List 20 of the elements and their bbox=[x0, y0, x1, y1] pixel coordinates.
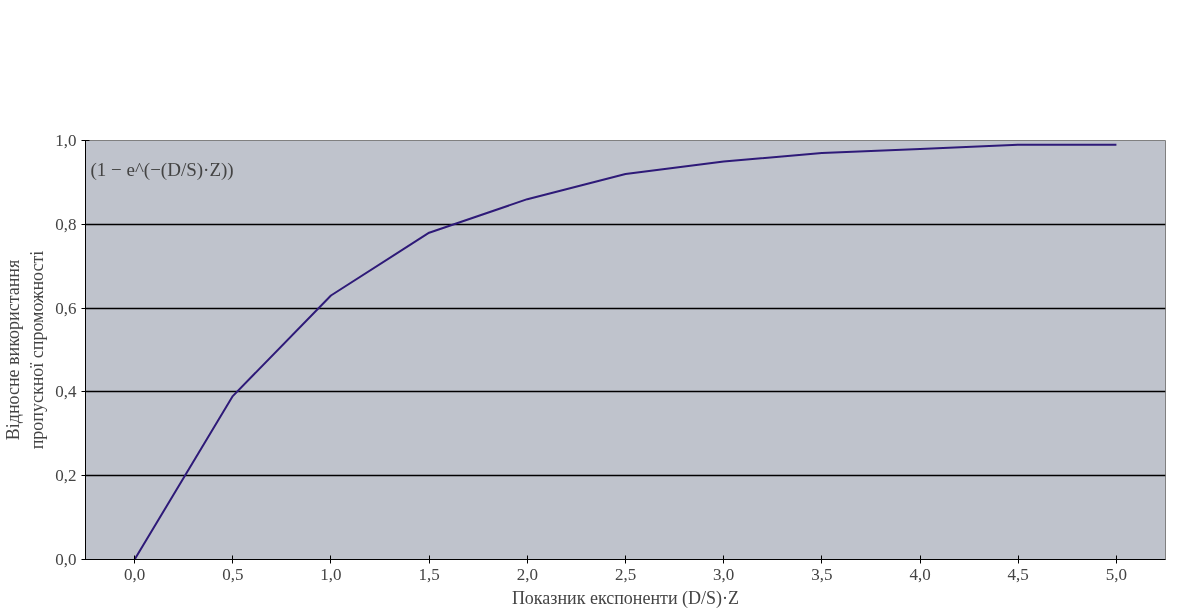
annotation: (1 − e^(−(D/S)·Z)) bbox=[90, 159, 234, 182]
y-tick-label: 0,0 bbox=[55, 550, 77, 569]
x-tick-label: 4,0 bbox=[909, 564, 931, 584]
x-tick-label: 3,0 bbox=[713, 564, 735, 584]
x-tick-label: 2,0 bbox=[516, 564, 538, 584]
x-tick-label: 1,0 bbox=[320, 564, 342, 584]
y-tick-label: 0,2 bbox=[55, 466, 77, 486]
x-tick-label: 5,0 bbox=[1105, 564, 1128, 584]
y-tick-label: 0,4 bbox=[55, 382, 77, 402]
y-tick-label: 1,0 bbox=[55, 131, 77, 150]
y-axis-title: Відносне використання пропускної спроможності bbox=[3, 250, 48, 450]
x-tick-label: 0,5 bbox=[222, 564, 244, 584]
x-tick-label: 3,5 bbox=[811, 564, 833, 584]
x-tick-label: 4,5 bbox=[1007, 564, 1029, 584]
y-tick-label: 0,6 bbox=[55, 298, 77, 318]
x-tick-label: 2,5 bbox=[614, 564, 637, 584]
x-tick-label: 0,0 bbox=[123, 564, 146, 584]
x-tick-label: 1,5 bbox=[418, 564, 440, 584]
x-axis-title: Показник експоненти (D/S)·Z bbox=[511, 587, 740, 609]
y-tick-label: 0,8 bbox=[55, 214, 77, 234]
